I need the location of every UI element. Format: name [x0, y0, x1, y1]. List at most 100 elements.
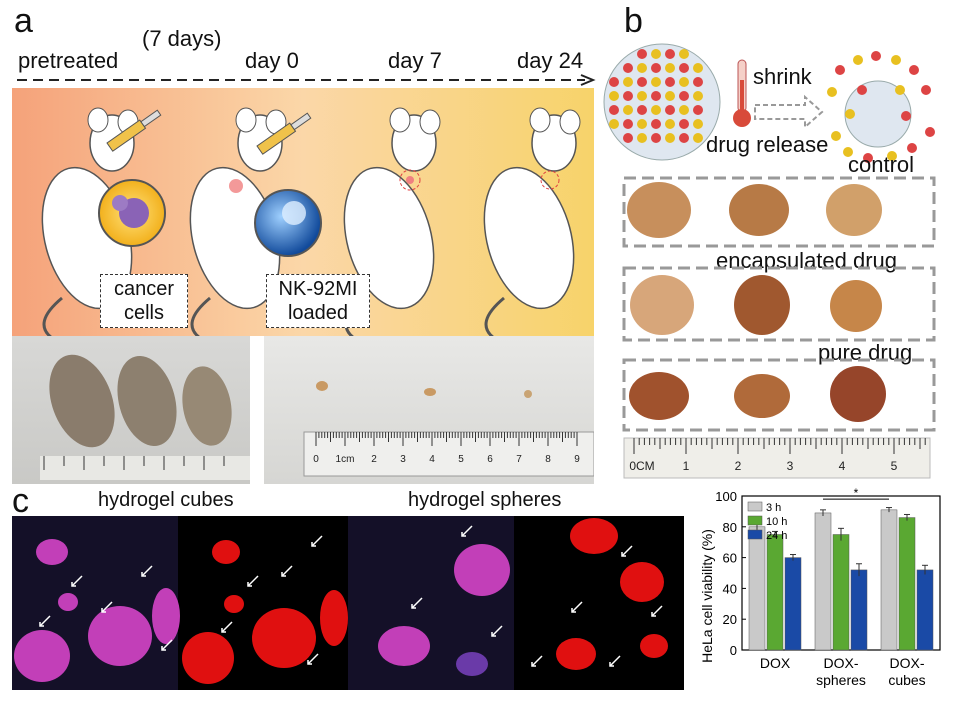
micro-arrowhead [161, 646, 166, 651]
micro-arrowhead [571, 608, 576, 613]
mouse-2 [189, 107, 287, 340]
encapsulated-tumor-group [622, 266, 936, 342]
micro-arrowhead [651, 612, 656, 617]
bar [784, 557, 802, 651]
hydrogel-drug-release-scheme [603, 43, 935, 163]
drug-dot [637, 49, 647, 59]
drug-dot [693, 91, 703, 101]
micro-arrowhead [531, 662, 536, 667]
micro-arrowhead [141, 572, 146, 577]
ruler-a-label: 8 [545, 454, 551, 465]
drug-dot [827, 87, 837, 97]
drug-dot [891, 55, 901, 65]
bar [898, 517, 916, 651]
ruler-a-label: 7 [516, 454, 522, 465]
drug-dot [907, 143, 917, 153]
drug-dot [887, 151, 897, 161]
drug-dot [853, 55, 863, 65]
thermometer-icon [733, 59, 751, 127]
micro-arrowhead [461, 532, 466, 537]
drug-dot [637, 119, 647, 129]
micro-arrow [161, 639, 173, 651]
panel-a-letter: a [14, 2, 33, 40]
mouse-illustrations [41, 107, 581, 340]
y-tick-label: 0 [730, 643, 737, 658]
drug-dot [679, 105, 689, 115]
panel-b-letter: b [624, 2, 643, 40]
micro-arrowhead [491, 632, 496, 637]
micro-arrow [307, 653, 319, 665]
drug-dot [925, 127, 935, 137]
y-tick-label: 40 [723, 581, 737, 596]
drug-dot [909, 65, 919, 75]
drug-dot [623, 119, 633, 129]
microscopy-images [12, 516, 684, 690]
significance-star: * [854, 486, 859, 500]
drug-dot [623, 133, 633, 143]
micro-arrow [221, 621, 233, 633]
drug-dot [665, 49, 675, 59]
micro-arrowhead [281, 572, 286, 577]
chart-ylabel: HeLa cell viability (%) [699, 529, 715, 663]
ruler-b-label: 3 [787, 459, 794, 473]
drug-dot [609, 77, 619, 87]
drug-dot [679, 63, 689, 73]
bar [832, 534, 850, 651]
drug-dot [693, 133, 703, 143]
ruler-b-label: 2 [735, 459, 742, 473]
drug-dot [651, 49, 661, 59]
drug-dot [679, 77, 689, 87]
drug-dot [693, 105, 703, 115]
drug-dot [895, 85, 905, 95]
drug-dot [651, 77, 661, 87]
tumor-samples [627, 182, 886, 422]
drug-dot [843, 147, 853, 157]
micro-arrow [411, 597, 423, 609]
micro-arrow [571, 601, 583, 613]
cancer-cells-line-1: cancer [113, 278, 175, 300]
legend-swatch [747, 529, 763, 540]
tumor-photo-b: 0CM 1 2 3 4 5 [604, 168, 944, 480]
ruler-b-label: 5 [891, 459, 898, 473]
drug-dot [651, 91, 661, 101]
drug-dot [623, 77, 633, 87]
micro-arrow [71, 575, 83, 587]
drug-dot [637, 105, 647, 115]
micro-arrow [461, 525, 473, 537]
group-control-label: control [848, 152, 915, 177]
bar [880, 509, 898, 651]
micro-arrow [39, 615, 51, 627]
drug-dot [665, 105, 675, 115]
mice-photo [12, 336, 250, 484]
ruler-b-label: 1 [683, 459, 690, 473]
drug-dot [637, 133, 647, 143]
drug-dot [609, 91, 619, 101]
drug-dot [651, 119, 661, 129]
drug-dot [835, 65, 845, 75]
drug-release-label: drug release [706, 132, 829, 157]
micro-arrowhead [247, 582, 252, 587]
nk-92mi-loaded-box: NK-92MI loaded [266, 274, 370, 328]
timeline-day-0: day 0 [245, 48, 299, 73]
micro-arrowhead [39, 622, 44, 627]
legend-swatch [747, 515, 763, 526]
legend-swatch [747, 501, 763, 512]
group-pure-label: pure drug [818, 340, 913, 365]
group-encapsulated-label: encapsulated drug [716, 248, 898, 273]
shrink-label: shrink [753, 64, 812, 89]
micro-arrow [651, 605, 663, 617]
ruler-a-label: 2 [371, 454, 377, 465]
bar [766, 534, 784, 651]
micro-arrowhead [411, 604, 416, 609]
control-tumor-group [622, 176, 936, 248]
drug-dot [871, 51, 881, 61]
ruler-a-label: 4 [429, 454, 435, 465]
drug-dot [693, 119, 703, 129]
ruler-b-label: 4 [839, 459, 846, 473]
syringe-2 [256, 112, 312, 155]
drug-dot [857, 85, 867, 95]
drug-dot [679, 49, 689, 59]
timeline-arrow [17, 74, 596, 86]
drug-dot [863, 153, 873, 163]
